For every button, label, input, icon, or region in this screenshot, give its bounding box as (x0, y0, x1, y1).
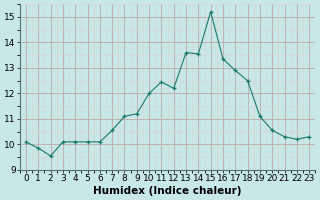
X-axis label: Humidex (Indice chaleur): Humidex (Indice chaleur) (93, 186, 242, 196)
